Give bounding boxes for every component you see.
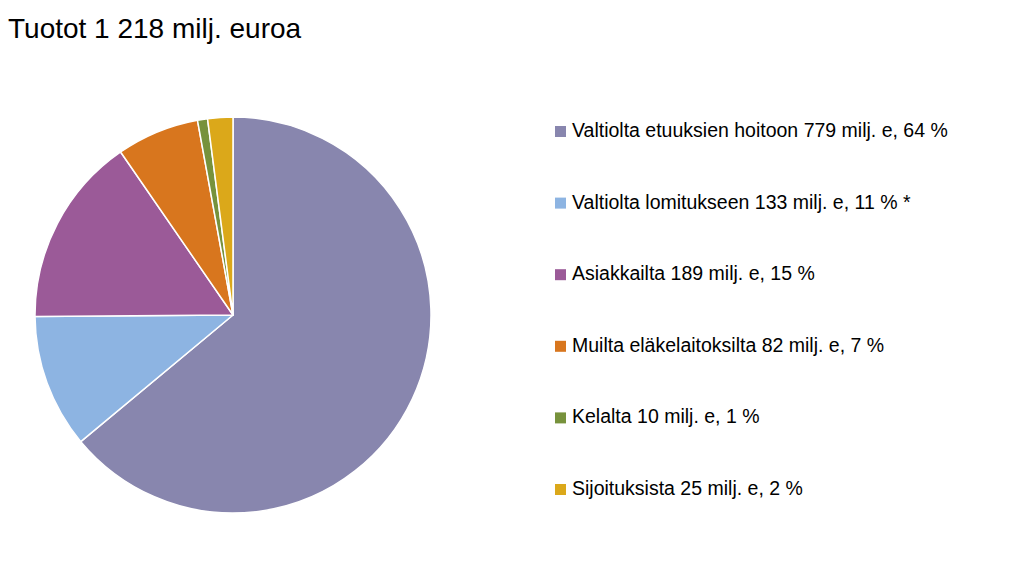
- legend-swatch: [555, 198, 566, 209]
- chart: Tuotot 1 218 milj. euroa Valtiolta etuuks…: [0, 0, 1024, 579]
- legend-swatch: [555, 412, 566, 423]
- legend-swatch: [555, 269, 566, 280]
- legend-swatch: [555, 341, 566, 352]
- pie-slice: [35, 315, 233, 442]
- legend-label: Sijoituksista 25 milj. e, 2 %: [572, 477, 803, 499]
- pie: [35, 117, 431, 513]
- legend-label: Valtiolta etuuksien hoitoon 779 milj. e,…: [572, 119, 948, 141]
- chart-title: Tuotot 1 218 milj. euroa: [8, 13, 302, 44]
- legend-swatch: [555, 484, 566, 495]
- legend-label: Muilta eläkelaitoksilta 82 milj. e, 7 %: [572, 334, 884, 356]
- legend-swatch: [555, 126, 566, 137]
- legend-label: Kelalta 10 milj. e, 1 %: [572, 405, 760, 427]
- legend-label: Asiakkailta 189 milj. e, 15 %: [572, 262, 815, 284]
- legend-label: Valtiolta lomitukseen 133 milj. e, 11 % …: [572, 191, 911, 213]
- pie-slice: [208, 117, 233, 315]
- legend: Valtiolta etuuksien hoitoon 779 milj. e,…: [555, 119, 948, 499]
